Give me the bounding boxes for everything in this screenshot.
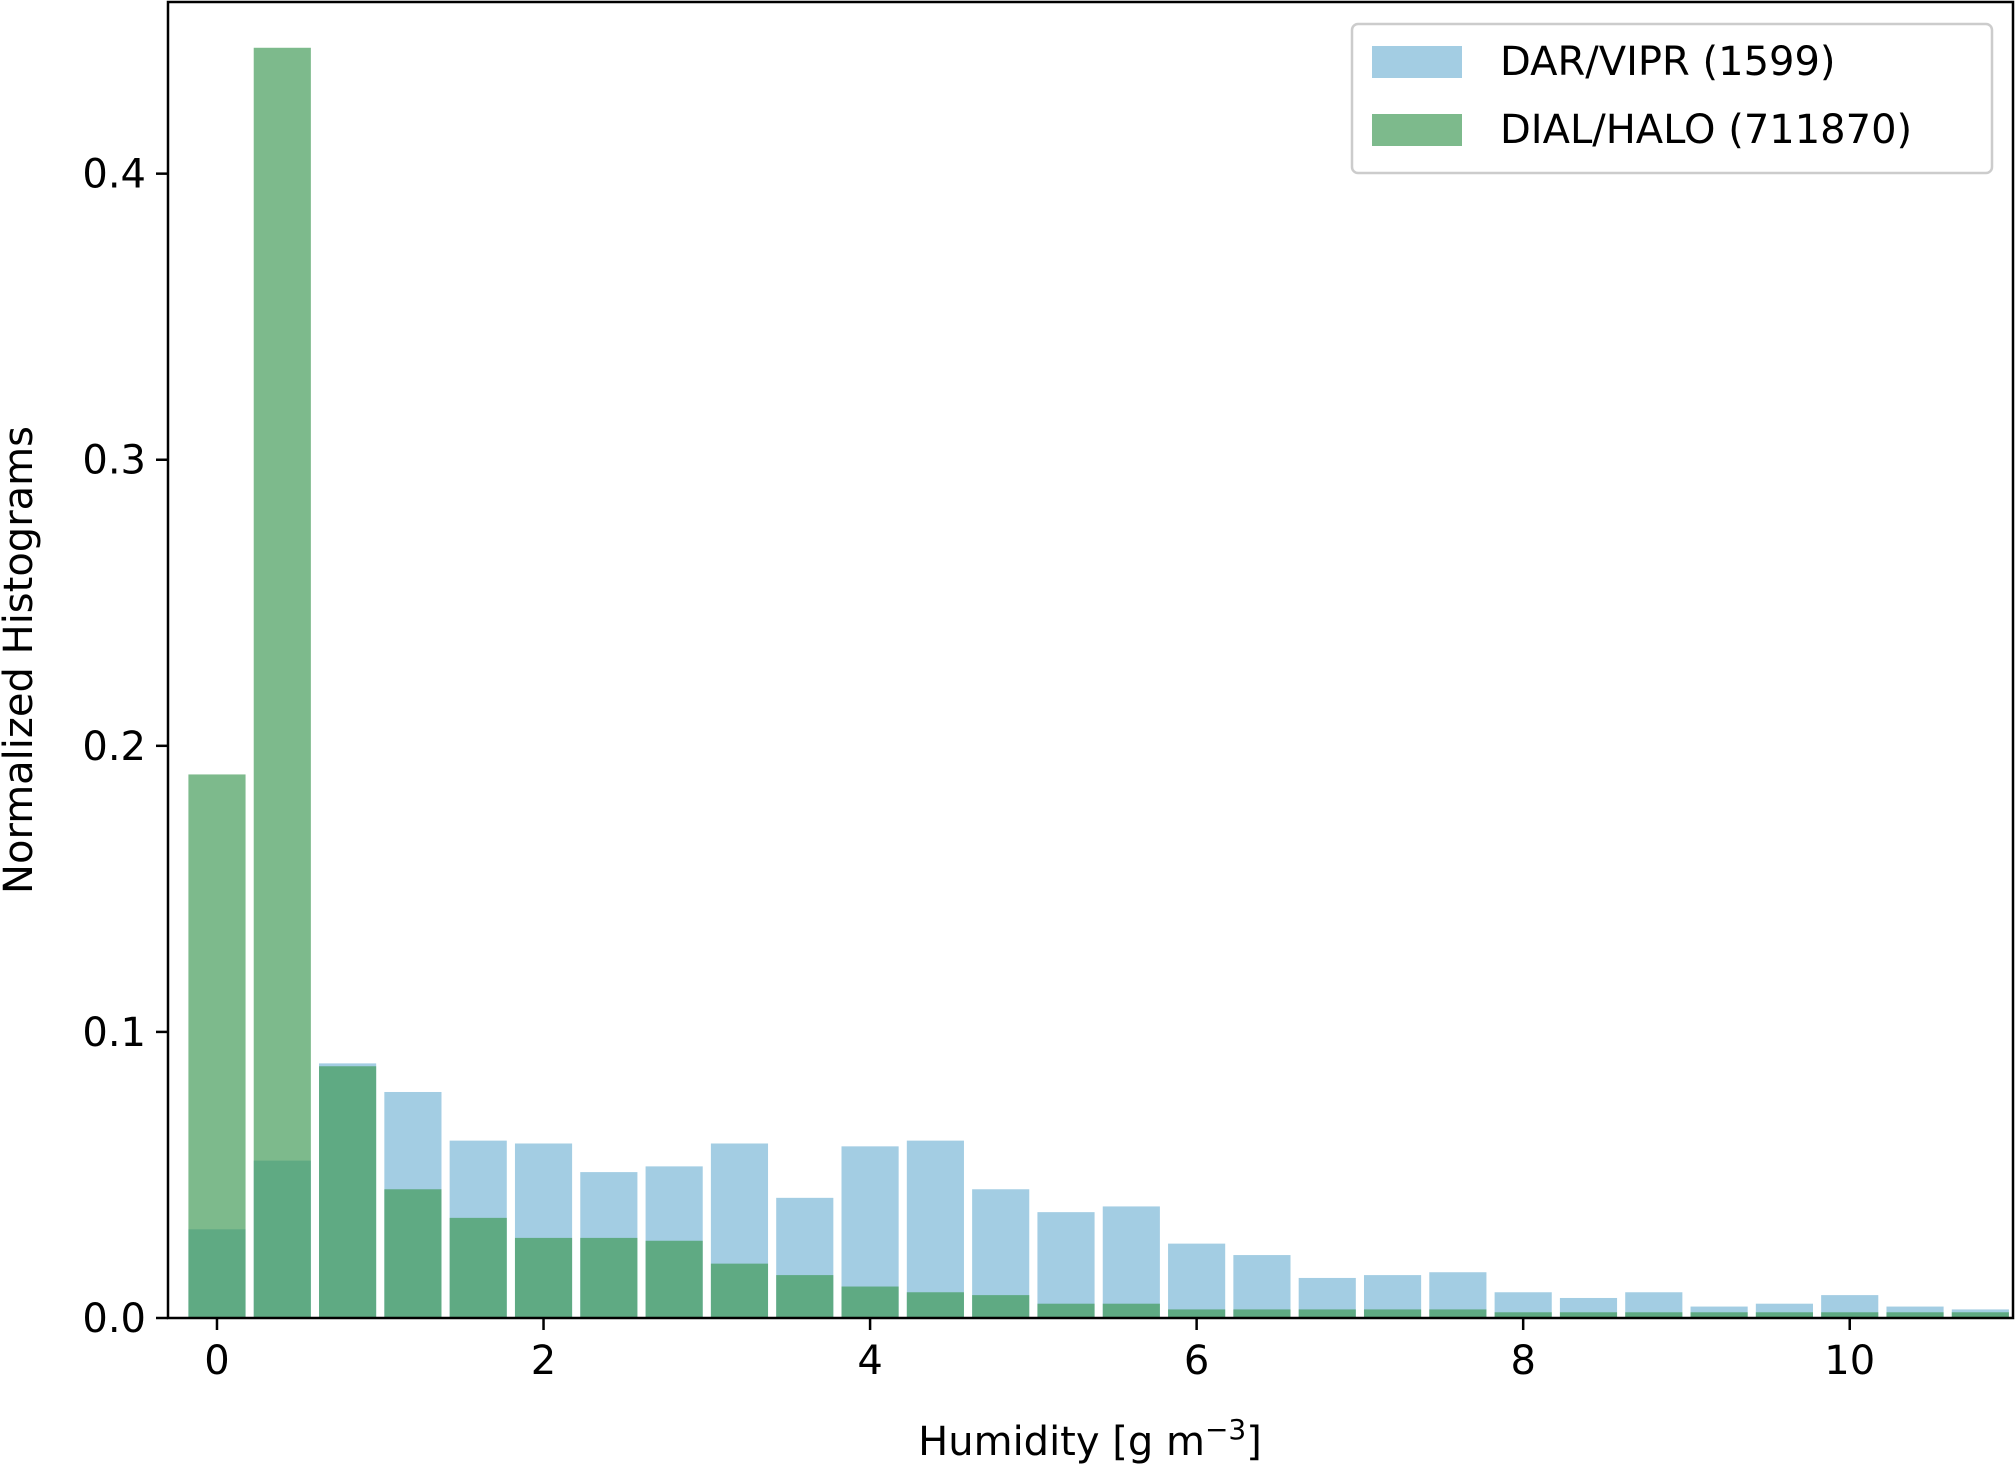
x-tick-label-2: 4 — [857, 1338, 882, 1384]
x-axis-label-exponent: −3 — [1205, 1413, 1246, 1446]
bar-dar-vipr-1599-15 — [1168, 1243, 1226, 1318]
bar-dial-halo-711870-9 — [776, 1275, 834, 1318]
x-tick-label-3: 6 — [1184, 1338, 1209, 1384]
x-tick-label-0: 0 — [204, 1338, 229, 1384]
bar-dial-halo-711870-2 — [319, 1066, 377, 1318]
legend-box — [1350, 22, 1994, 175]
bar-dial-halo-711870-18 — [1363, 1309, 1422, 1318]
bar-dial-halo-711870-11 — [906, 1292, 964, 1318]
y-tick-label-4: 0.4 — [82, 152, 146, 198]
bar-dial-halo-711870-26 — [1886, 1312, 1944, 1318]
bar-dial-halo-711870-8 — [710, 1263, 769, 1318]
bar-dial-halo-711870-4 — [449, 1217, 507, 1318]
ticks-layer: 0 2 4 6 8 10 0.0 0.1 0.2 0.3 0.4 — [82, 152, 1875, 1384]
bar-dial-halo-711870-20 — [1494, 1312, 1552, 1318]
bar-dial-halo-711870-12 — [972, 1295, 1030, 1318]
bars-layer — [188, 47, 2009, 1318]
bar-dial-halo-711870-21 — [1559, 1312, 1618, 1318]
legend-label-dial-halo: DIAL/HALO (711870) — [1500, 107, 1912, 153]
bar-dial-halo-711870-15 — [1168, 1309, 1226, 1318]
bar-dial-halo-711870-10 — [841, 1286, 899, 1318]
bar-dial-halo-711870-5 — [514, 1237, 573, 1318]
bar-dial-halo-711870-25 — [1821, 1312, 1879, 1318]
bar-dial-halo-711870-22 — [1625, 1312, 1683, 1318]
bar-dial-halo-711870-0 — [188, 774, 246, 1318]
bar-dial-halo-711870-6 — [580, 1237, 638, 1318]
bar-dial-halo-711870-14 — [1102, 1303, 1160, 1318]
x-tick-label-5: 10 — [1824, 1338, 1875, 1384]
bar-dar-vipr-1599-11 — [906, 1140, 964, 1318]
bar-dial-halo-711870-19 — [1429, 1309, 1487, 1318]
legend-swatch-dial-halo — [1372, 114, 1462, 146]
y-tick-label-0: 0.0 — [82, 1296, 146, 1342]
legend-swatch-dar-vipr — [1372, 46, 1462, 78]
bar-dar-vipr-1599-13 — [1037, 1212, 1095, 1318]
bar-dial-halo-711870-7 — [645, 1240, 703, 1318]
x-axis-label-close: ] — [1246, 1419, 1262, 1465]
bar-dial-halo-711870-1 — [253, 47, 311, 1318]
bar-dial-halo-711870-23 — [1690, 1312, 1748, 1318]
y-tick-label-2: 0.2 — [82, 724, 146, 770]
x-axis-label: Humidity [g m−3] — [918, 1413, 1262, 1466]
x-axis-label-text: Humidity [g m — [918, 1419, 1205, 1465]
bar-dial-halo-711870-17 — [1298, 1309, 1356, 1318]
legend-label-dar-vipr: DAR/VIPR (1599) — [1500, 39, 1836, 85]
bar-dar-vipr-1599-16 — [1233, 1255, 1291, 1318]
y-axis-label: Normalized Histograms — [0, 426, 42, 894]
bar-dial-halo-711870-16 — [1233, 1309, 1291, 1318]
bar-dial-halo-711870-27 — [1951, 1312, 2009, 1318]
plot-frame — [166, 0, 2015, 1320]
bar-dial-halo-711870-24 — [1755, 1312, 1813, 1318]
bar-dial-halo-711870-13 — [1037, 1303, 1095, 1318]
bar-dar-vipr-1599-14 — [1102, 1206, 1160, 1318]
y-tick-label-3: 0.3 — [82, 438, 146, 484]
bar-dial-halo-711870-3 — [384, 1189, 442, 1318]
x-tick-label-1: 2 — [531, 1338, 556, 1384]
y-tick-label-1: 0.1 — [82, 1010, 146, 1056]
x-tick-label-4: 8 — [1510, 1338, 1535, 1384]
legend: DAR/VIPR (1599) DIAL/HALO (711870) — [1350, 22, 1994, 175]
